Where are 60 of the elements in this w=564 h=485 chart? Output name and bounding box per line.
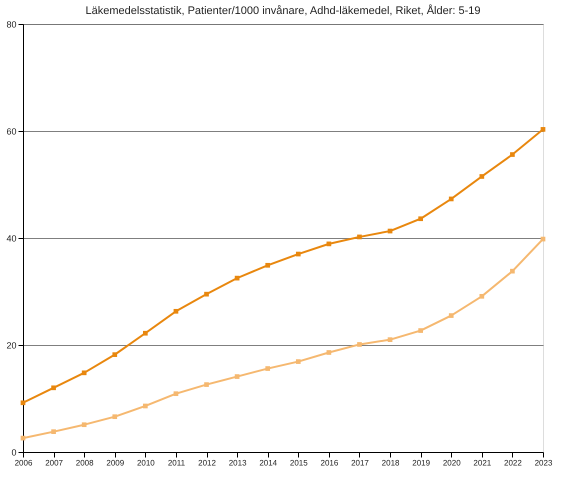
point <box>510 152 515 157</box>
point <box>296 359 301 364</box>
point <box>357 234 362 240</box>
y-tick-label: 40 <box>6 234 16 244</box>
point <box>234 374 240 379</box>
point <box>479 174 484 179</box>
x-tick-label: 2008 <box>76 458 94 468</box>
point <box>265 366 270 371</box>
x-tick-label: 2015 <box>290 458 308 468</box>
point <box>143 330 148 336</box>
point <box>326 350 332 355</box>
x-tick-label: 2021 <box>473 458 492 468</box>
point <box>174 391 178 396</box>
x-tick-label: 2020 <box>442 458 462 468</box>
x-tick-label: 2023 <box>534 458 553 468</box>
point <box>479 294 484 299</box>
point <box>234 276 240 280</box>
point <box>326 242 332 246</box>
x-tick-label: 2022 <box>504 458 522 468</box>
x-tick-label: 2010 <box>136 458 156 468</box>
point <box>296 252 301 256</box>
x-tick-label: 2013 <box>228 458 248 468</box>
y-tick-label: 60 <box>6 126 16 136</box>
point <box>51 385 56 390</box>
point <box>82 422 87 428</box>
y-tick-label: 0 <box>11 448 16 458</box>
x-tick-label: 2009 <box>106 458 125 468</box>
point <box>418 216 423 222</box>
y-tick-label: 80 <box>6 20 16 30</box>
x-tick-label: 2014 <box>259 458 278 468</box>
x-tick-label: 2012 <box>198 458 216 468</box>
point <box>112 352 118 357</box>
point <box>204 292 209 297</box>
point <box>448 313 454 318</box>
x-tick-label: 2006 <box>14 458 33 468</box>
point <box>204 382 209 387</box>
point <box>82 370 87 376</box>
point <box>388 228 392 234</box>
point <box>174 308 178 314</box>
point <box>540 127 546 132</box>
point <box>112 414 118 420</box>
x-tick-label: 2019 <box>412 458 431 468</box>
x-tick-label: 2018 <box>382 458 400 468</box>
x-tick-label: 2016 <box>320 458 339 468</box>
x-tick-label: 2011 <box>168 458 186 468</box>
point <box>143 404 148 408</box>
y-tick-label: 20 <box>6 340 16 350</box>
point <box>20 436 26 440</box>
point <box>357 342 362 347</box>
point <box>265 262 270 268</box>
chart-title: Läkemedelsstatistik, Patienter/1000 invånare, Adhd-läkemedel, Riket, Ålder: 5-19 <box>86 4 480 17</box>
point <box>510 268 515 274</box>
point <box>388 337 392 342</box>
point <box>20 400 26 406</box>
point <box>540 236 546 242</box>
point <box>418 328 423 333</box>
x-tick-label: 2017 <box>351 458 370 468</box>
point <box>51 429 56 434</box>
point <box>448 196 454 202</box>
x-tick-label: 2007 <box>45 458 64 468</box>
